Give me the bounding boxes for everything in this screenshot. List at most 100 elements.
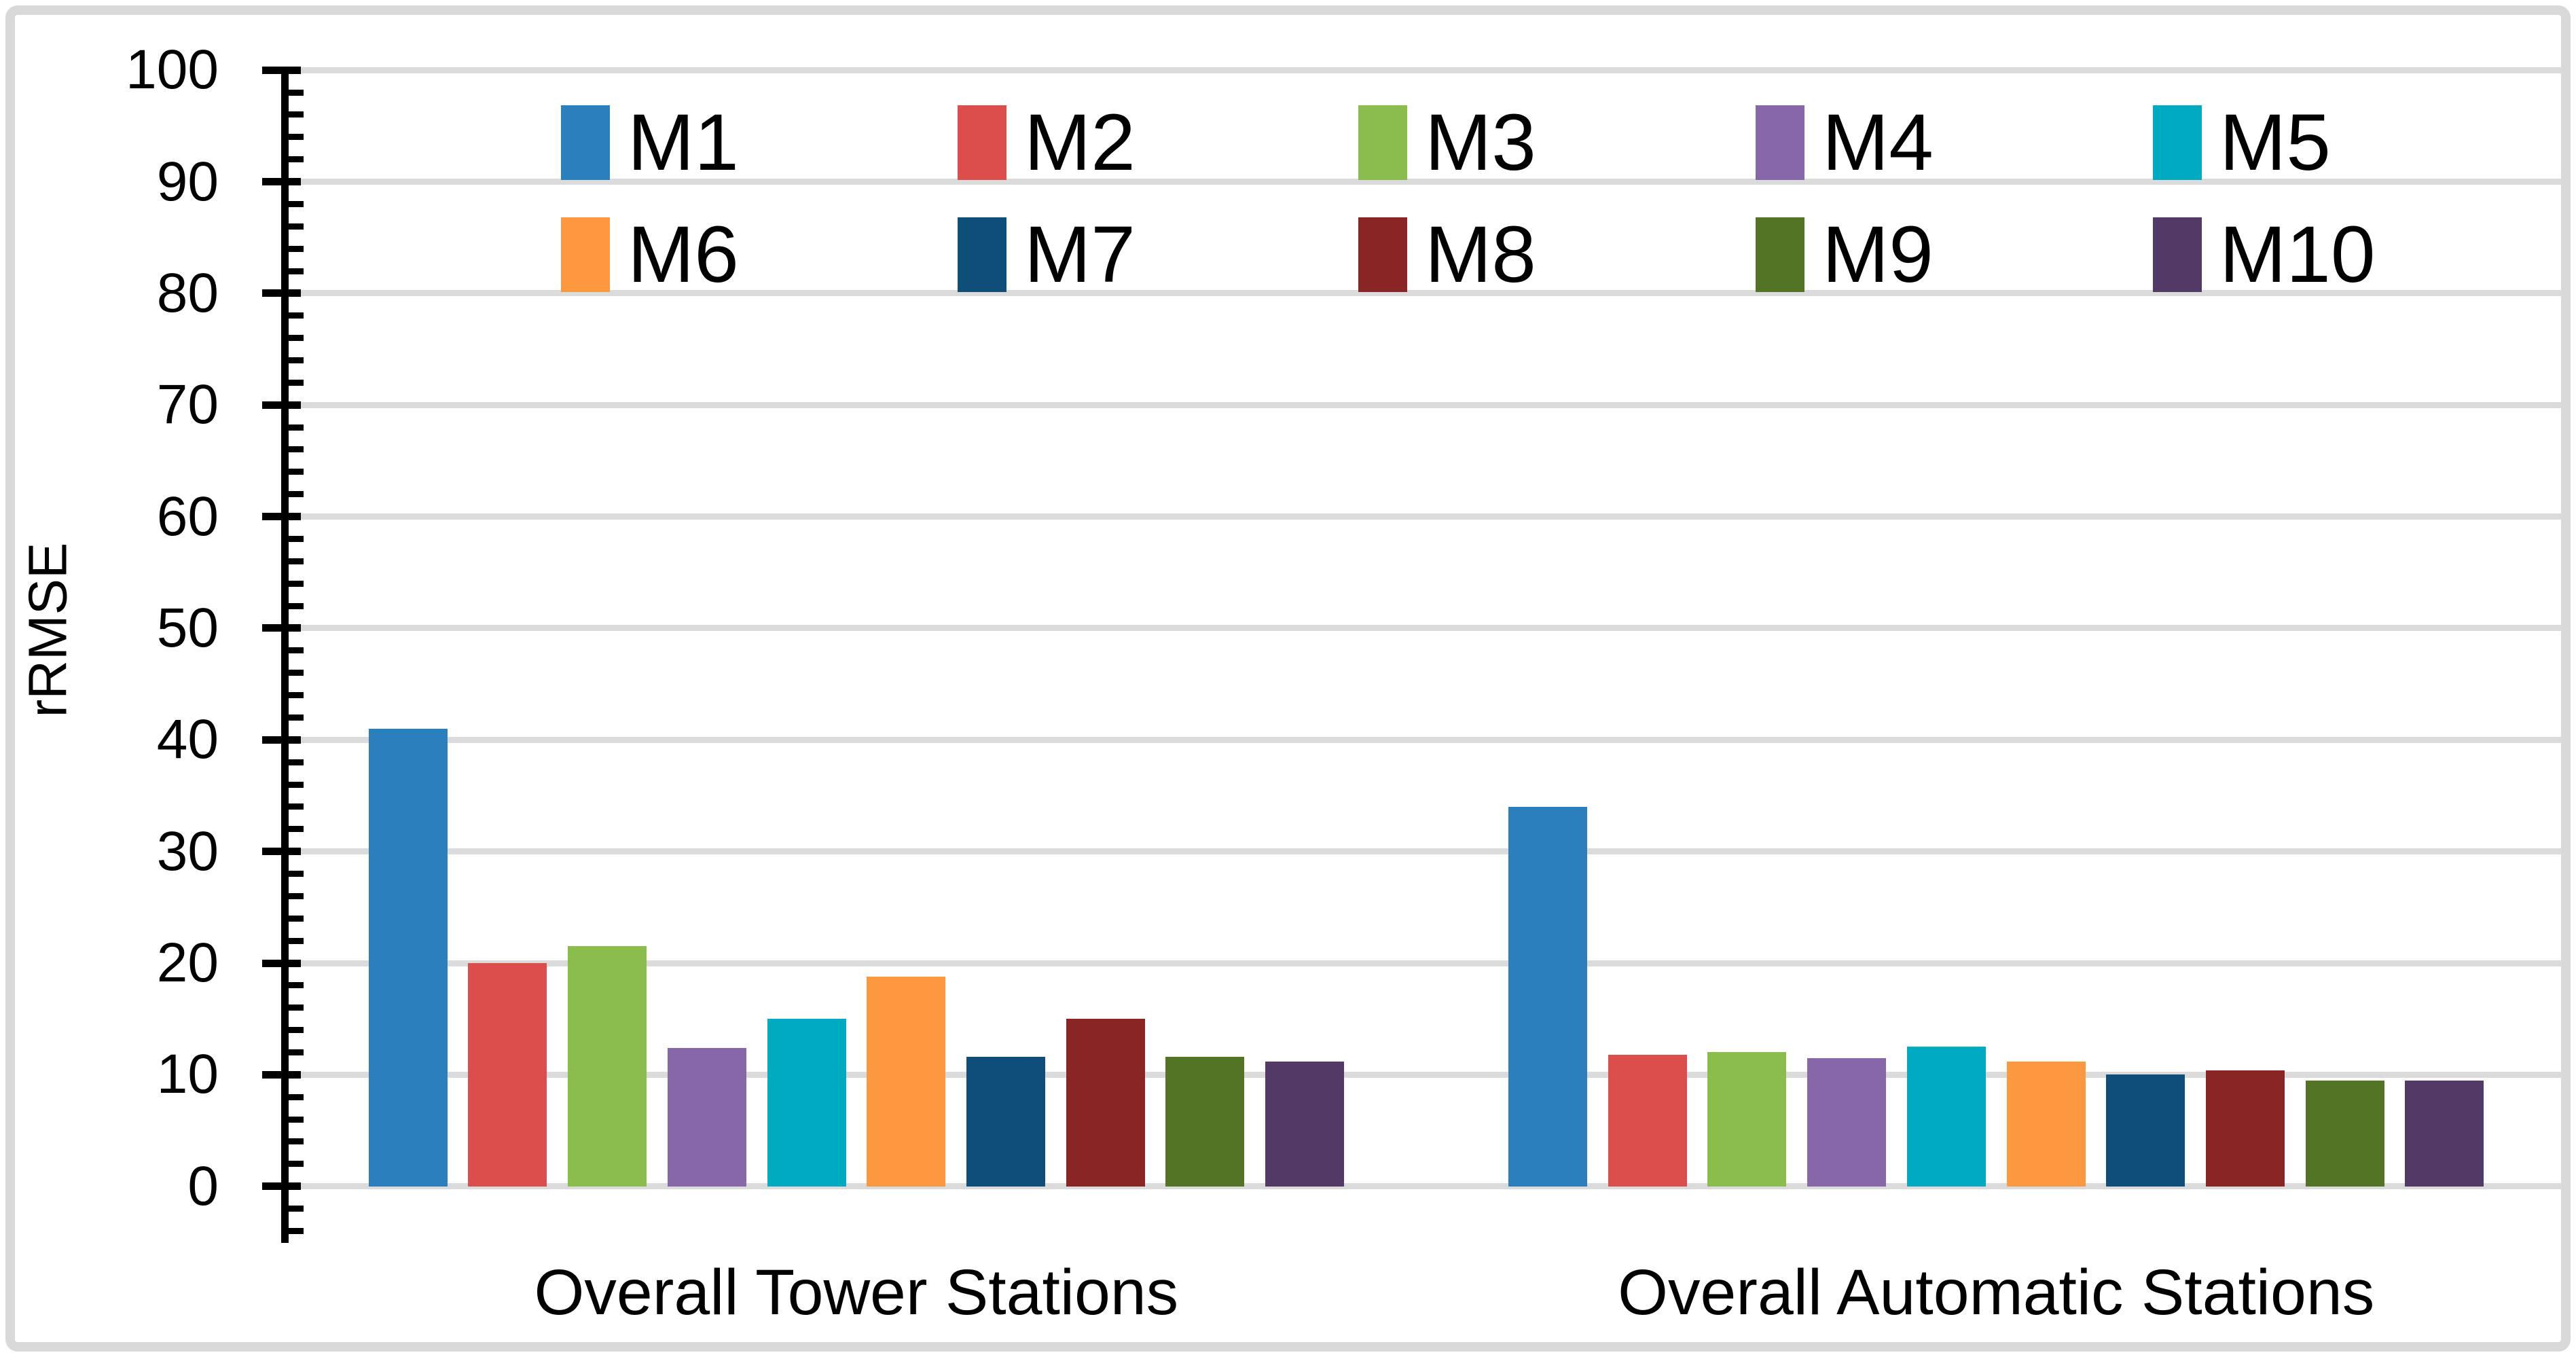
legend-swatch-m2 [958, 105, 1006, 180]
legend-label-m5: M5 [2219, 98, 2331, 187]
legend-swatch-m5 [2153, 105, 2202, 180]
y-tick-label-70: 70 [156, 374, 219, 436]
y-minor-tick [286, 1161, 304, 1168]
y-major-tick-40 [262, 736, 301, 744]
y-minor-tick [286, 1206, 304, 1212]
legend-swatch-m6 [561, 217, 610, 292]
y-minor-tick [286, 1227, 304, 1234]
legend-label-m1: M1 [628, 98, 739, 187]
category-label-1: Overall Tower Stations [534, 1256, 1179, 1328]
y-major-tick-20 [262, 959, 301, 967]
category-label-2: Overall Automatic Stations [1618, 1256, 2375, 1328]
y-minor-tick [286, 558, 304, 564]
y-major-tick-10 [262, 1070, 301, 1079]
legend-label-m3: M3 [1425, 98, 1536, 187]
y-minor-tick [286, 156, 304, 163]
bar-m5-group1 [767, 1019, 846, 1187]
bar-m2-group2 [1608, 1054, 1687, 1187]
legend-item-m1: M1 [561, 102, 739, 183]
legend-item-m5: M5 [2153, 102, 2331, 183]
legend-item-m8: M8 [1358, 214, 1536, 295]
y-minor-tick [286, 580, 304, 587]
y-tick-label-80: 80 [156, 261, 219, 324]
legend-item-m10: M10 [2153, 214, 2376, 295]
y-minor-tick [286, 602, 304, 609]
y-tick-label-30: 30 [156, 820, 219, 882]
y-minor-tick [286, 1049, 304, 1055]
bar-m2-group1 [468, 963, 547, 1187]
y-minor-tick [286, 89, 304, 96]
y-minor-tick [286, 692, 304, 699]
y-major-tick-50 [262, 624, 301, 632]
y-minor-tick [286, 111, 304, 118]
legend-swatch-m9 [1756, 217, 1804, 292]
y-minor-tick [286, 1005, 304, 1011]
legend-swatch-m7 [958, 217, 1006, 292]
bar-m4-group1 [667, 1047, 746, 1187]
legend-swatch-m8 [1358, 217, 1407, 292]
y-tick-label-50: 50 [156, 596, 219, 659]
y-minor-tick [286, 1027, 304, 1034]
bar-m6-group2 [2006, 1061, 2086, 1187]
y-major-tick-30 [262, 848, 301, 856]
bar-m10-group2 [2405, 1080, 2484, 1187]
y-minor-tick [286, 379, 304, 386]
y-minor-tick [286, 535, 304, 542]
bar-m7-group1 [966, 1057, 1045, 1187]
y-minor-tick [286, 759, 304, 765]
legend-label-m7: M7 [1024, 210, 1136, 300]
y-minor-tick [286, 781, 304, 788]
y-minor-tick [286, 446, 304, 453]
y-minor-tick [286, 915, 304, 922]
legend-item-m3: M3 [1358, 102, 1536, 183]
y-major-tick-90 [262, 178, 301, 186]
legend-label-m6: M6 [628, 210, 739, 300]
legend-swatch-m4 [1756, 105, 1804, 180]
y-minor-tick [286, 335, 304, 342]
y-minor-tick [286, 1138, 304, 1145]
legend-label-m8: M8 [1425, 210, 1536, 300]
y-tick-label-60: 60 [156, 485, 219, 547]
legend-label-m10: M10 [2219, 210, 2376, 300]
y-tick-label-20: 20 [156, 932, 219, 994]
y-minor-tick [286, 670, 304, 676]
y-axis-line [281, 70, 289, 1243]
y-minor-tick [286, 1116, 304, 1123]
gridline-30 [289, 848, 2562, 855]
y-minor-tick [286, 357, 304, 363]
legend-item-m6: M6 [561, 214, 739, 295]
legend-item-m7: M7 [958, 214, 1136, 295]
bar-m1-group2 [1508, 806, 1587, 1187]
y-minor-tick [286, 134, 304, 141]
bar-m10-group1 [1265, 1061, 1344, 1187]
y-tick-label-0: 0 [187, 1155, 219, 1217]
gridline-70 [289, 401, 2562, 408]
y-minor-tick [286, 491, 304, 498]
y-minor-tick [286, 1093, 304, 1100]
y-minor-tick [286, 892, 304, 899]
gridline-20 [289, 960, 2562, 966]
gridline-60 [289, 513, 2562, 520]
y-minor-tick [286, 826, 304, 833]
gridline-0 [289, 1183, 2562, 1190]
y-tick-label-40: 40 [156, 708, 219, 771]
y-minor-tick [286, 647, 304, 654]
bar-m3-group1 [568, 946, 647, 1187]
legend-label-m9: M9 [1822, 210, 1934, 300]
y-tick-label-10: 10 [156, 1043, 219, 1106]
y-tick-label-100: 100 [126, 39, 219, 101]
bar-m7-group2 [2106, 1074, 2185, 1187]
bar-m8-group2 [2205, 1070, 2285, 1187]
gridline-40 [289, 736, 2562, 743]
gridline-100 [289, 67, 2562, 73]
bar-m1-group1 [368, 728, 448, 1187]
legend-label-m4: M4 [1822, 98, 1934, 187]
bar-m4-group2 [1807, 1057, 1887, 1187]
y-minor-tick [286, 803, 304, 810]
y-minor-tick [286, 469, 304, 475]
legend-swatch-m3 [1358, 105, 1407, 180]
legend-item-m4: M4 [1756, 102, 1934, 183]
y-minor-tick [286, 424, 304, 431]
gridline-80 [289, 290, 2562, 297]
